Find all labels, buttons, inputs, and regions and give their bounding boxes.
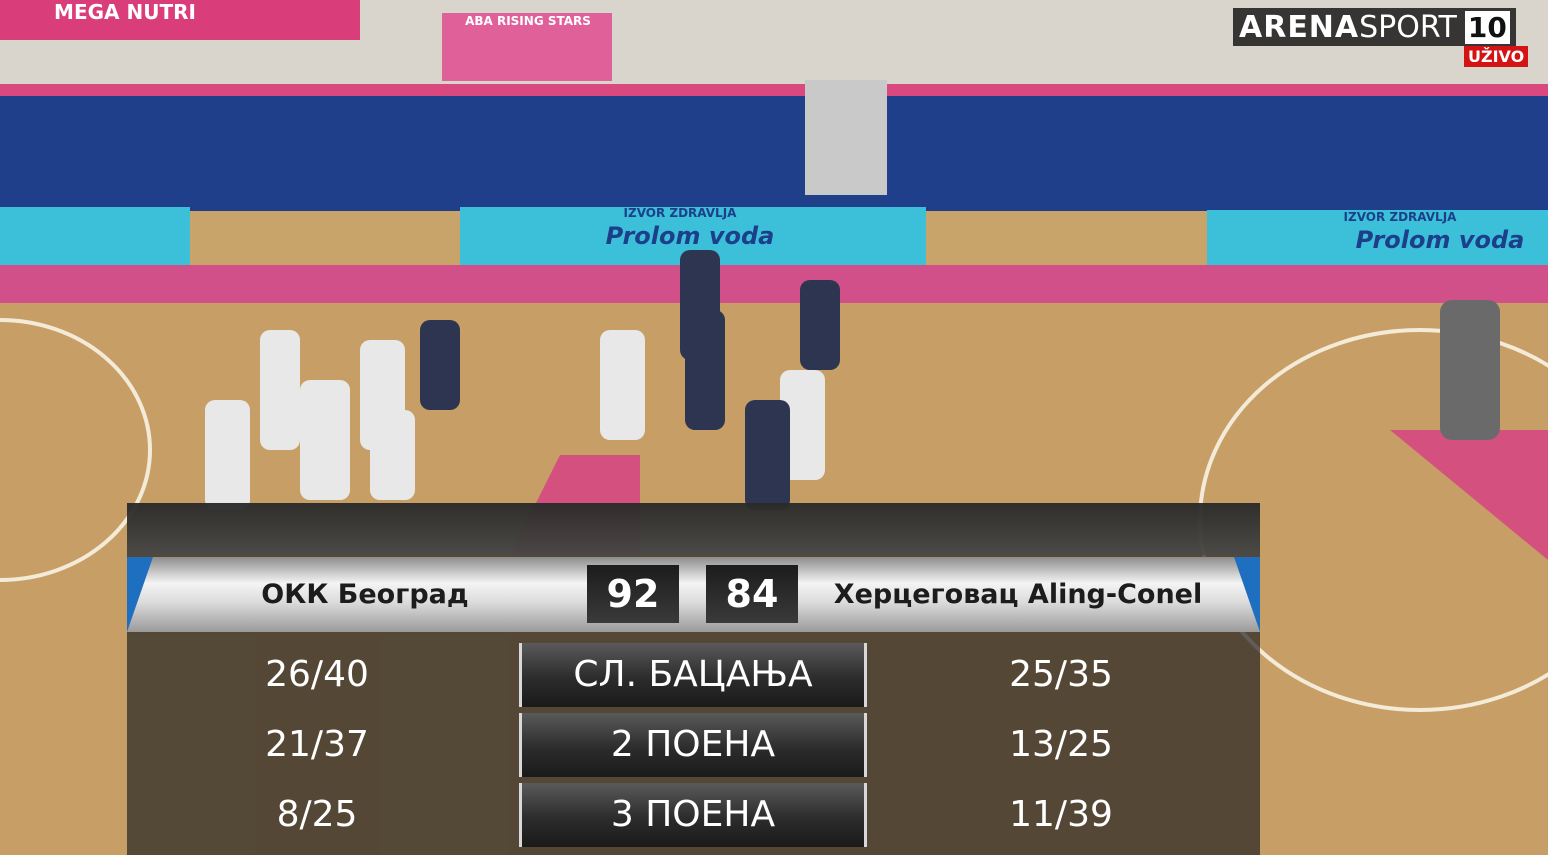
poster-text: ABA RISING STARS (465, 14, 591, 28)
channel-logo: ARENA SPORT 10 (1233, 8, 1516, 46)
away-stat: 13/25 (1009, 724, 1113, 765)
ad-board (0, 207, 190, 265)
banner-text: MEGA NUTRI (54, 0, 196, 24)
pink-stripe (0, 84, 1548, 96)
channel-number: 10 (1464, 10, 1510, 44)
board-tagline: IZVOR ZDRAVLJA (1343, 210, 1457, 224)
board-brand: Prolom voda (1355, 226, 1525, 254)
stat-label: 2 ПОЕНА (519, 713, 867, 777)
court-line (0, 318, 152, 582)
away-stat: 11/39 (1009, 794, 1113, 835)
home-score: 92 (587, 565, 679, 623)
home-stat: 8/25 (276, 794, 358, 835)
stat-label: 3 ПОЕНА (519, 783, 867, 847)
ad-board (1207, 210, 1548, 272)
home-team: ОКК Београд (261, 579, 469, 610)
players (420, 250, 1500, 510)
live-badge: UŽIVO (1464, 46, 1529, 67)
home-stat: 26/40 (265, 654, 369, 695)
brand-bold: ARENA (1239, 9, 1360, 45)
baseline-strip (0, 265, 1548, 303)
board-tagline: IZVOR ZDRAVLJA (623, 206, 737, 220)
sponsor-banner (0, 0, 360, 40)
brand-light: SPORT (1359, 9, 1457, 45)
away-stat: 25/35 (1009, 654, 1113, 695)
away-team: Херцеговац Aling-Conel (833, 579, 1203, 610)
team-bar (127, 557, 1260, 632)
stat-label: СЛ. БАЦАЊА (519, 643, 867, 707)
accent (127, 557, 153, 632)
home-stat: 21/37 (265, 724, 369, 765)
door (805, 80, 887, 195)
accent (1234, 557, 1260, 632)
board-brand: Prolom voda (605, 222, 775, 250)
players (205, 330, 825, 510)
paint-area (1390, 430, 1548, 560)
poster (442, 13, 612, 81)
away-score: 84 (706, 565, 798, 623)
panel-header (127, 503, 1260, 555)
blue-wall (0, 96, 1548, 211)
